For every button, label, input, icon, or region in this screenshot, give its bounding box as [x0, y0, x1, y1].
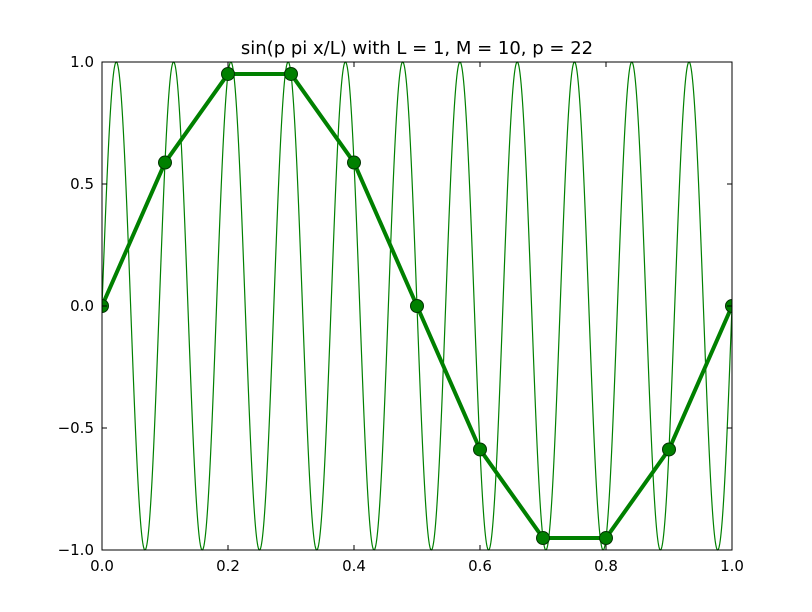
data-point-marker	[473, 442, 487, 457]
x-tick-label: 0.2	[216, 557, 240, 575]
y-tick-label: 0.5	[70, 175, 94, 193]
x-tick-label: 0.4	[342, 557, 366, 575]
y-tick-label: 0.0	[70, 297, 94, 315]
data-point-marker	[662, 442, 676, 457]
data-point-marker	[158, 155, 172, 170]
x-tick-label: 0.6	[468, 557, 492, 575]
data-point-marker	[410, 299, 424, 313]
chart-title: sin(p pi x/L) with L = 1, M = 10, p = 22	[241, 38, 593, 59]
axis-ticks: 0.0 0.2 0.4 0.6 0.8 1.0 1.0 0.5 0.0 −0.5 −1.0	[58, 53, 744, 575]
data-point-marker	[221, 66, 235, 81]
y-tick-label: −1.0	[58, 541, 94, 559]
data-point-marker	[347, 155, 361, 170]
x-tick-label: 1.0	[720, 557, 744, 575]
y-tick-label: 1.0	[70, 53, 94, 71]
data-point-marker	[284, 66, 298, 81]
data-point-marker	[599, 531, 613, 546]
y-tick-label: −0.5	[58, 419, 94, 437]
data-point-marker	[536, 531, 550, 546]
plot-area	[102, 61, 732, 551]
x-tick-label: 0.0	[90, 557, 114, 575]
x-tick-label: 0.8	[594, 557, 618, 575]
